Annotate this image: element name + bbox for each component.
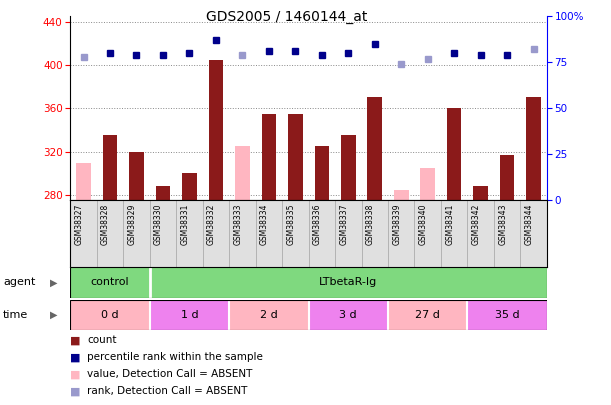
Text: GDS2005 / 1460144_at: GDS2005 / 1460144_at (207, 10, 368, 24)
Bar (103, 135, 117, 200)
Bar (467, 300, 547, 330)
Bar (388, 300, 467, 330)
Bar (367, 98, 382, 200)
Text: GSM38343: GSM38343 (498, 204, 507, 245)
Text: GSM38330: GSM38330 (154, 204, 163, 245)
Bar (282, 200, 309, 267)
Bar (467, 200, 494, 267)
Text: 27 d: 27 d (415, 310, 440, 320)
Bar (447, 108, 461, 200)
Text: count: count (87, 335, 117, 345)
Bar (414, 200, 441, 267)
Text: 2 d: 2 d (260, 310, 278, 320)
Bar (229, 200, 255, 267)
Text: ■: ■ (70, 386, 81, 396)
Bar (229, 300, 309, 330)
Bar (262, 114, 276, 200)
Text: GSM38340: GSM38340 (419, 204, 428, 245)
Bar (526, 98, 541, 200)
Text: GSM38341: GSM38341 (445, 204, 454, 245)
Bar (150, 300, 229, 330)
Text: GSM38339: GSM38339 (392, 204, 401, 245)
Text: ■: ■ (70, 352, 81, 362)
Text: rank, Detection Call = ABSENT: rank, Detection Call = ABSENT (87, 386, 247, 396)
Bar (150, 200, 176, 267)
Text: 35 d: 35 d (495, 310, 519, 320)
Bar (500, 155, 514, 200)
Bar (255, 200, 282, 267)
Text: GSM38336: GSM38336 (313, 204, 322, 245)
Text: GSM38333: GSM38333 (233, 204, 243, 245)
Bar (70, 267, 150, 298)
Bar (394, 190, 409, 200)
Text: GSM38328: GSM38328 (101, 204, 110, 245)
Text: GSM38334: GSM38334 (260, 204, 269, 245)
Bar (156, 186, 170, 200)
Text: GSM38329: GSM38329 (128, 204, 136, 245)
Text: GSM38337: GSM38337 (339, 204, 348, 245)
Text: control: control (90, 277, 130, 288)
Text: ■: ■ (70, 369, 81, 379)
Text: GSM38335: GSM38335 (287, 204, 295, 245)
Bar (388, 200, 414, 267)
Bar (315, 146, 329, 200)
Bar (176, 200, 203, 267)
Bar (288, 114, 302, 200)
Text: 0 d: 0 d (101, 310, 119, 320)
Text: ▶: ▶ (50, 277, 57, 288)
Text: 3 d: 3 d (340, 310, 357, 320)
Text: GSM38332: GSM38332 (207, 204, 216, 245)
Bar (309, 200, 335, 267)
Bar (521, 200, 547, 267)
Text: percentile rank within the sample: percentile rank within the sample (87, 352, 263, 362)
Bar (494, 200, 521, 267)
Text: GSM38331: GSM38331 (180, 204, 189, 245)
Bar (474, 186, 488, 200)
Bar (208, 60, 223, 200)
Bar (70, 300, 150, 330)
Text: time: time (3, 310, 28, 320)
Bar (97, 200, 123, 267)
Bar (341, 135, 356, 200)
Bar (309, 300, 388, 330)
Text: GSM38342: GSM38342 (472, 204, 481, 245)
Bar (182, 173, 197, 200)
Bar (441, 200, 467, 267)
Text: GSM38327: GSM38327 (75, 204, 84, 245)
Text: agent: agent (3, 277, 35, 288)
Bar (76, 162, 91, 200)
Bar (420, 168, 435, 200)
Bar (362, 200, 388, 267)
Text: LTbetaR-Ig: LTbetaR-Ig (319, 277, 378, 288)
Text: ■: ■ (70, 335, 81, 345)
Bar (150, 267, 547, 298)
Text: GSM38338: GSM38338 (366, 204, 375, 245)
Bar (335, 200, 362, 267)
Bar (70, 200, 97, 267)
Text: GSM38344: GSM38344 (525, 204, 533, 245)
Text: 1 d: 1 d (181, 310, 198, 320)
Text: value, Detection Call = ABSENT: value, Detection Call = ABSENT (87, 369, 253, 379)
Bar (203, 200, 229, 267)
Bar (129, 152, 144, 200)
Bar (123, 200, 150, 267)
Text: ▶: ▶ (50, 310, 57, 320)
Bar (235, 146, 250, 200)
